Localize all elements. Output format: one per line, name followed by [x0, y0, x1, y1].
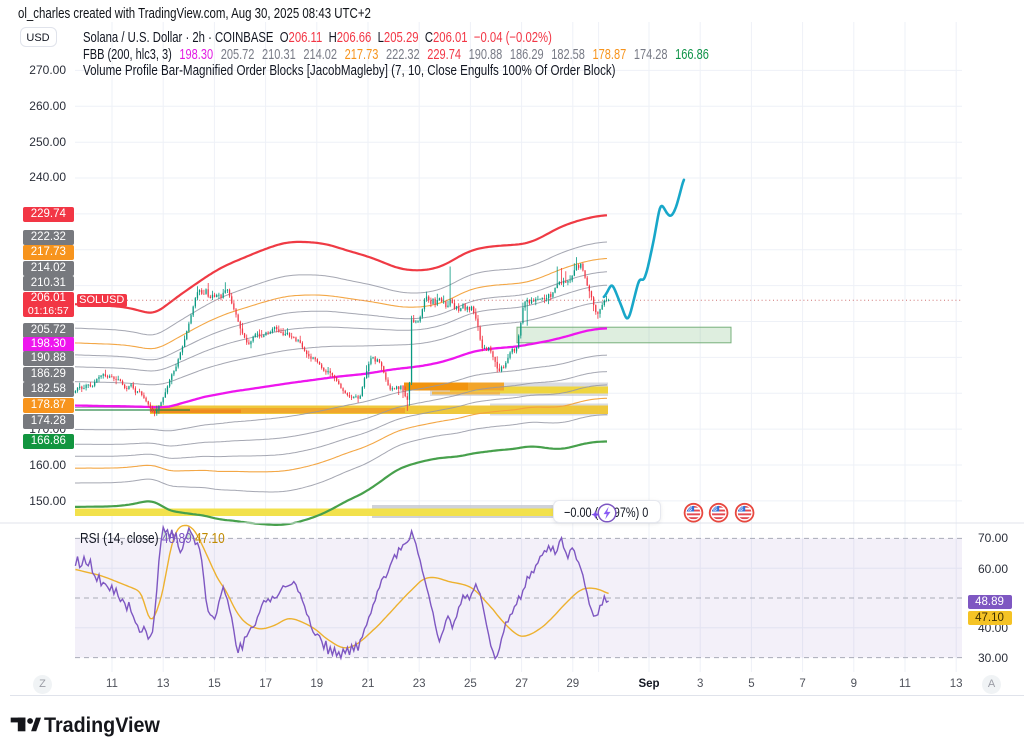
svg-text:TradingView: TradingView — [44, 715, 160, 738]
